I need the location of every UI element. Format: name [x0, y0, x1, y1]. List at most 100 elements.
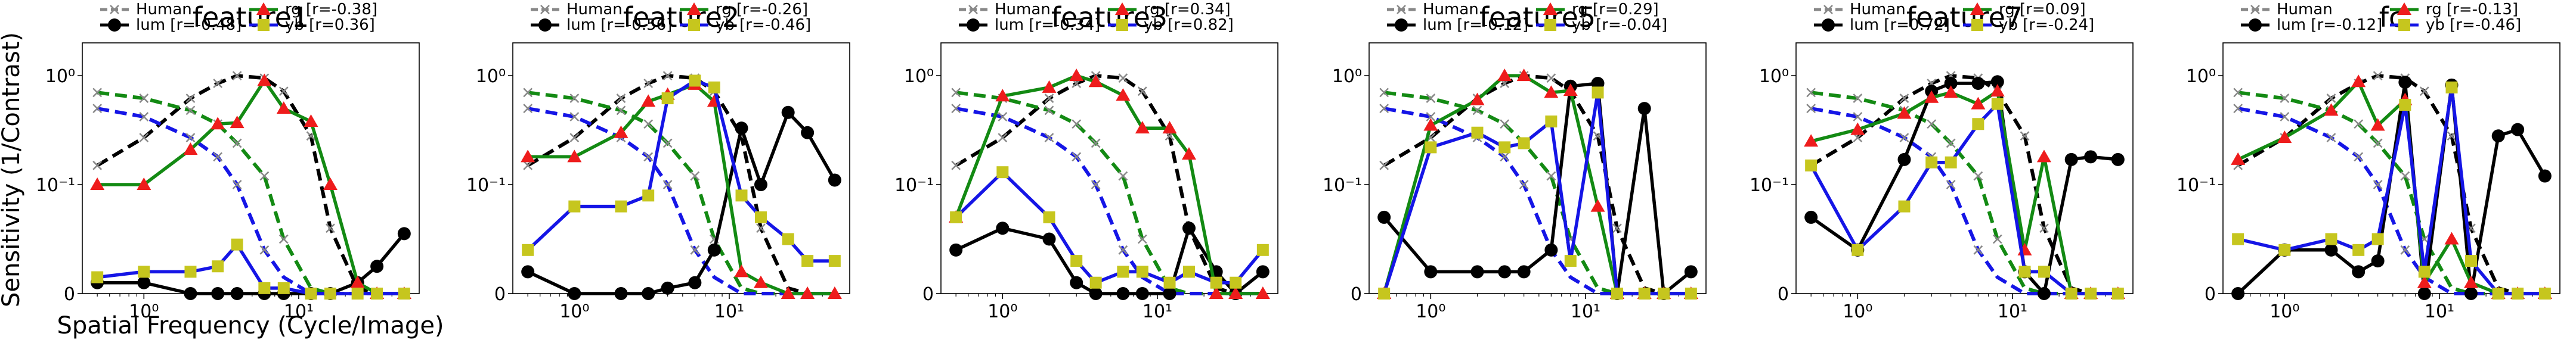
human-lum-marker — [643, 79, 654, 88]
yb-point — [2492, 288, 2504, 300]
lum-point — [996, 222, 1010, 235]
lum-point — [801, 126, 815, 139]
yb-point — [305, 288, 317, 300]
panel-title: feature1 — [193, 1, 309, 33]
rg-point — [2444, 232, 2459, 245]
legend-rg-marker — [687, 2, 701, 15]
yb-point — [2325, 233, 2337, 245]
yb-point — [1991, 98, 2004, 110]
human-yb-marker — [1044, 133, 1054, 142]
human-yb-marker — [139, 112, 149, 121]
panel-title: feature3 — [1051, 1, 1168, 33]
rg-point — [1850, 122, 1865, 135]
human-rg-marker — [2354, 119, 2364, 129]
yb-point — [2538, 288, 2551, 300]
legend-lum-marker — [967, 18, 980, 32]
yb-point — [2512, 288, 2524, 300]
human-lum-marker — [1546, 73, 1556, 83]
y-tick-label: 10⁰ — [2186, 66, 2216, 87]
human-rg-curve — [955, 91, 1263, 295]
rg-point — [90, 177, 105, 191]
lum-series-line — [1383, 82, 1692, 295]
human-lum-marker — [92, 160, 103, 170]
lum-point — [1070, 276, 1083, 289]
legend-yb-label: yb [r=-0.24] — [1999, 16, 2094, 34]
human-lum-marker — [756, 223, 766, 233]
lum-point — [2324, 243, 2338, 257]
x-tick-label: 10⁰ — [987, 301, 1017, 322]
lum-point — [949, 243, 963, 257]
yb-point — [2111, 288, 2124, 300]
human-lum-marker — [1612, 223, 1622, 233]
lum-point — [2231, 287, 2245, 300]
rg-point — [827, 286, 842, 299]
human-yb-marker — [259, 245, 270, 255]
legend-lum-marker — [108, 18, 121, 32]
human-yb-marker — [662, 180, 673, 189]
y-tick-label: 10⁰ — [476, 66, 506, 87]
yb-point — [661, 92, 674, 105]
x-tick-label: 10⁰ — [2270, 301, 2299, 322]
rg-point — [641, 94, 656, 107]
legend-yb-marker — [2398, 19, 2410, 31]
human-yb-marker — [1806, 104, 1816, 114]
x-tick-label: 10¹ — [1998, 301, 2027, 322]
rg-point — [1497, 68, 1512, 82]
rg-point — [1135, 121, 1150, 134]
rg-point — [323, 177, 338, 191]
human-rg-marker — [1946, 138, 1956, 148]
lum-point — [1897, 152, 1911, 166]
lum-point — [1944, 76, 1958, 90]
legend-lum-label: lum [r=-0.48] — [136, 16, 242, 34]
legend-yb-marker — [258, 19, 270, 31]
lum-point — [707, 243, 721, 257]
human-rg-marker — [951, 88, 961, 98]
human-lum-marker — [2447, 131, 2457, 141]
human-yb-marker — [1379, 104, 1389, 114]
yb-point — [1638, 288, 1651, 300]
yb-point — [1210, 276, 1222, 289]
human-rg-marker — [1379, 88, 1389, 98]
yb-point — [1230, 276, 1242, 289]
rg-point — [521, 149, 535, 163]
rg-series-line — [954, 74, 1263, 295]
human-lum-marker — [139, 133, 149, 142]
rg-point — [276, 101, 291, 114]
yb-point — [2371, 233, 2384, 245]
lum-point — [754, 178, 767, 192]
human-rg-marker — [278, 234, 289, 244]
rg-point — [1590, 199, 1605, 212]
human-yb-marker — [2233, 104, 2243, 114]
x-axis-label: Spatial Frequency (Cycle/Image) — [57, 312, 444, 339]
rg-point — [2370, 118, 2385, 131]
legend-rg-label: rg [r=0.09] — [1999, 1, 2086, 18]
rg-point — [1088, 74, 1103, 88]
human-rg-marker — [1472, 105, 1482, 116]
human-rg-marker — [259, 171, 270, 181]
human-yb-marker — [213, 152, 223, 162]
yb-point — [2065, 288, 2077, 300]
human-lum-curve — [1810, 74, 2118, 295]
legend-human-label: Human — [136, 1, 192, 18]
yb-point — [1611, 288, 1623, 300]
panel-title: feature5 — [1479, 1, 1596, 33]
rg-point — [1470, 92, 1485, 105]
human-rg-marker — [1927, 119, 1937, 129]
y-tick-label: 10⁻¹ — [466, 175, 506, 196]
yb-point — [1471, 126, 1484, 139]
lum-point — [735, 121, 748, 135]
rg-point — [1897, 106, 1912, 119]
plot-frame — [940, 42, 1278, 294]
lum-point — [1089, 287, 1103, 300]
rg-point — [257, 73, 272, 86]
yb-point — [1545, 115, 1558, 127]
yb-point — [689, 74, 701, 87]
human-lum-marker — [2326, 93, 2336, 103]
human-rg-marker — [1044, 105, 1054, 116]
human-rg-marker — [1137, 234, 1147, 244]
